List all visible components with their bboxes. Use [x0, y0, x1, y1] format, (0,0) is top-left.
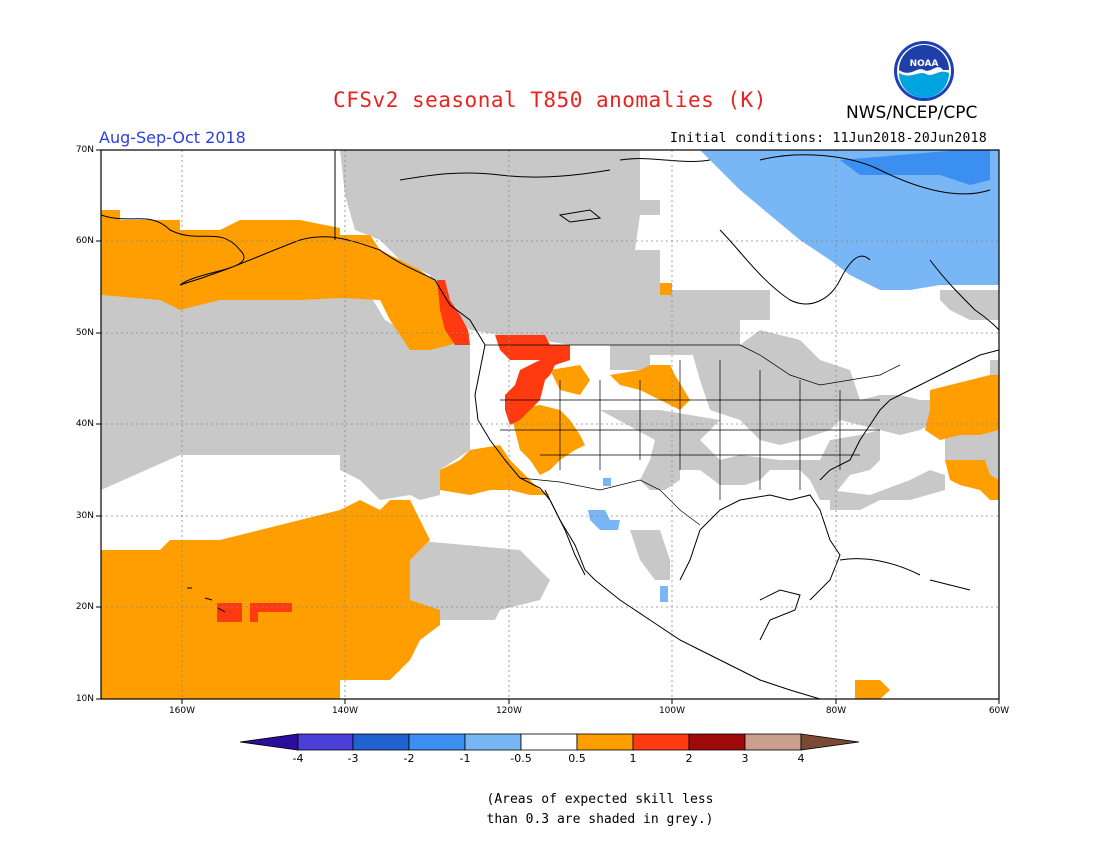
lon-label-100w: 100W — [658, 706, 686, 716]
lat-label-60n: 60N — [75, 236, 94, 246]
colorbar-swatch — [352, 733, 410, 751]
colorbar-label: 1 — [629, 752, 637, 765]
colorbar-swatch — [744, 733, 802, 751]
skill-note-line1: (Areas of expected skill less — [486, 792, 714, 807]
colorbar-label: -3 — [347, 752, 359, 765]
colorbar-swatch — [408, 733, 466, 751]
noaa-logo-text: NOAA — [910, 59, 939, 69]
colorbar-arrow-low — [239, 733, 299, 751]
colorbar-label: 2 — [685, 752, 693, 765]
colorbar-swatch — [688, 733, 746, 751]
anomaly-map — [96, 149, 1000, 704]
colorbar-swatch — [576, 733, 634, 751]
colorbar-label: -0.5 — [510, 752, 532, 765]
blue-shading — [588, 150, 999, 602]
agency-label: NWS/NCEP/CPC — [846, 103, 978, 123]
colorbar — [239, 733, 860, 751]
political-borders — [485, 344, 901, 526]
colorbar-swatch — [297, 733, 354, 751]
lat-label-50n: 50N — [75, 328, 94, 338]
lat-label-70n: 70N — [75, 145, 94, 155]
lat-label-30n: 30N — [75, 511, 94, 521]
lon-label-120w: 120W — [495, 706, 523, 716]
lon-label-160w: 160W — [168, 706, 196, 716]
lat-label-40n: 40N — [75, 419, 94, 429]
lon-label-60w: 60W — [988, 706, 1010, 716]
lat-label-20n: 20N — [75, 602, 94, 612]
lon-label-80w: 80W — [825, 706, 847, 716]
colorbar-label: -1 — [459, 752, 471, 765]
coastlines — [101, 150, 999, 699]
colorbar-swatch — [464, 733, 522, 751]
skill-note-line2: than 0.3 are shaded in grey.) — [486, 812, 714, 827]
initial-conditions-label: Initial conditions: 11Jun2018-20Jun2018 — [670, 131, 987, 146]
map-title: CFSv2 seasonal T850 anomalies (K) — [333, 88, 767, 112]
colorbar-label: -4 — [292, 752, 304, 765]
colorbar-label: 3 — [741, 752, 749, 765]
orange-shading — [101, 210, 999, 699]
noaa-logo: NOAA — [893, 40, 955, 102]
graticule — [101, 150, 999, 699]
season-label: Aug-Sep-Oct 2018 — [99, 128, 246, 147]
colorbar-swatch — [520, 733, 578, 751]
colorbar-arrow-high — [800, 733, 860, 751]
skill-note: (Areas of expected skill less than 0.3 a… — [470, 790, 730, 830]
colorbar-label: -2 — [403, 752, 415, 765]
colorbar-swatch — [632, 733, 690, 751]
colorbar-label: 0.5 — [568, 752, 586, 765]
colorbar-label: 4 — [797, 752, 805, 765]
lon-label-140w: 140W — [331, 706, 359, 716]
lat-label-10n: 10N — [75, 694, 94, 704]
